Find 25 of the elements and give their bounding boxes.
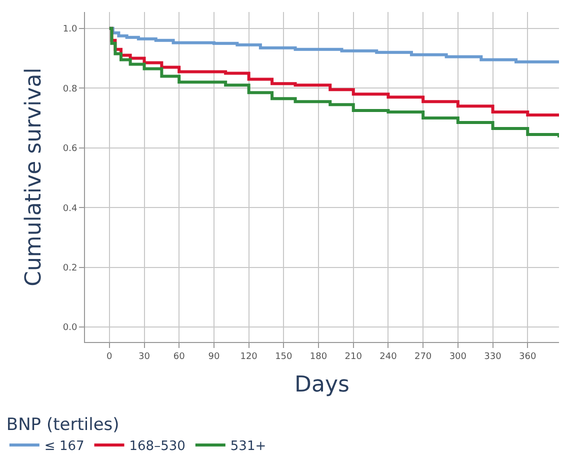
- y-tick-label: 0.8: [62, 84, 78, 94]
- x-tick-label: 360: [519, 352, 536, 362]
- y-tick-label: 1.0: [62, 24, 78, 35]
- legend-title: BNP (tertiles): [6, 415, 120, 436]
- y-tick-label: 0.2: [62, 263, 78, 274]
- x-tick-label: 120: [240, 352, 258, 362]
- y-tick-label: 0.0: [62, 323, 78, 334]
- legend-label: 531+: [230, 439, 266, 454]
- x-tick-label: 90: [208, 352, 220, 362]
- x-tick-label: 300: [449, 352, 467, 362]
- x-tick-label: 240: [380, 352, 398, 362]
- y-tick-label: 0.6: [62, 144, 78, 154]
- legend-label: ≤ 167: [44, 439, 84, 454]
- x-tick-label: 30: [138, 352, 150, 362]
- x-tick-label: 150: [275, 352, 293, 362]
- x-tick-label: 330: [484, 352, 502, 362]
- y-axis-title: Cumulative survival: [22, 68, 47, 286]
- x-tick-label: 210: [344, 352, 362, 362]
- x-tick-label: 0: [106, 352, 113, 362]
- y-tick-label: 0.4: [62, 204, 78, 214]
- x-axis-title: Days: [294, 372, 350, 398]
- legend-label: 168–530: [129, 439, 186, 454]
- x-tick-label: 180: [310, 352, 328, 362]
- x-tick-label: 60: [173, 352, 186, 362]
- x-tick-label: 270: [414, 352, 432, 362]
